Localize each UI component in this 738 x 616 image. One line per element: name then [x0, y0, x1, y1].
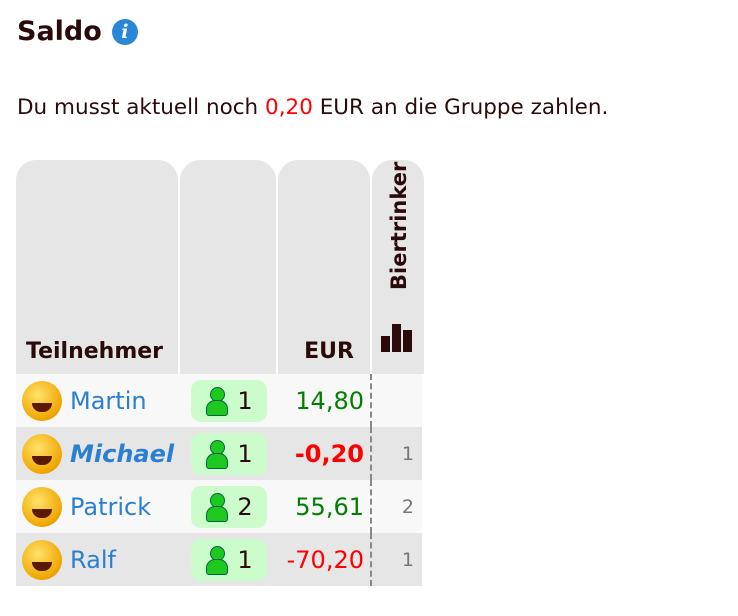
smiley-avatar-icon [22, 380, 62, 421]
table-row: Ralf 1 -70,20 1 [16, 533, 422, 586]
persons-badge[interactable]: 2 [191, 485, 267, 528]
persons-count: 1 [237, 386, 253, 415]
header-amount: EUR [278, 160, 370, 374]
message-amount: 0,20 [265, 95, 313, 120]
participant-cell: Patrick [16, 486, 180, 527]
participant-cell: Martin [16, 380, 180, 421]
header-beer-label: Biertrinker [387, 161, 411, 290]
smiley-avatar-icon [22, 486, 62, 527]
persons-cell: 1 [180, 432, 278, 475]
participant-cell: Michael [16, 433, 180, 474]
person-icon [205, 439, 229, 469]
persons-cell: 2 [180, 485, 278, 528]
person-icon [205, 386, 229, 416]
person-icon [205, 545, 229, 575]
persons-cell: 1 [180, 538, 278, 581]
participant-cell: Ralf [16, 539, 180, 580]
persons-count: 2 [237, 492, 253, 521]
amount-cell: 55,61 [295, 492, 364, 521]
title-text: Saldo [17, 16, 102, 47]
beer-count-cell: 1 [370, 533, 422, 586]
persons-badge[interactable]: 1 [191, 432, 267, 475]
smiley-avatar-icon [22, 539, 62, 580]
persons-badge[interactable]: 1 [191, 379, 267, 422]
beer-count-cell: 2 [370, 480, 422, 533]
section-title: Saldo i [17, 16, 138, 47]
person-icon [205, 492, 229, 522]
header-amount-label: EUR [304, 339, 354, 364]
beer-count-cell: 1 [370, 427, 422, 480]
message-after: EUR an die Gruppe zahlen. [312, 95, 609, 120]
persons-count: 1 [237, 545, 253, 574]
header-participant-label: Teilnehmer [26, 339, 164, 364]
smiley-avatar-icon [22, 433, 62, 474]
participant-name-link[interactable]: Martin [70, 386, 147, 415]
amount-cell: -70,20 [286, 545, 364, 574]
header-participant: Teilnehmer [16, 160, 178, 374]
table-header: Teilnehmer EUR Biertrinker [16, 160, 424, 374]
info-icon[interactable]: i [111, 18, 138, 45]
persons-cell: 1 [180, 379, 278, 422]
balance-table: Teilnehmer EUR Biertrinker Martin 1 14,8… [16, 160, 424, 586]
message-before: Du musst aktuell noch [17, 95, 266, 120]
persons-count: 1 [237, 439, 253, 468]
participant-name-link[interactable]: Patrick [70, 492, 152, 521]
bar-chart-icon [381, 324, 412, 352]
amount-cell: 14,80 [295, 386, 364, 415]
persons-badge[interactable]: 1 [191, 538, 267, 581]
table-row: Michael 1 -0,20 1 [16, 427, 422, 480]
participant-name-link[interactable]: Michael [70, 439, 175, 468]
participant-name-link[interactable]: Ralf [70, 545, 116, 574]
beer-count-cell [370, 374, 422, 427]
amount-cell: -0,20 [294, 439, 364, 468]
header-beer: Biertrinker [372, 160, 424, 374]
header-persons [180, 160, 276, 374]
table-row: Martin 1 14,80 [16, 374, 422, 427]
table-row: Patrick 2 55,61 2 [16, 480, 422, 533]
balance-message: Du musst aktuell noch 0,20 EUR an die Gr… [17, 95, 608, 120]
